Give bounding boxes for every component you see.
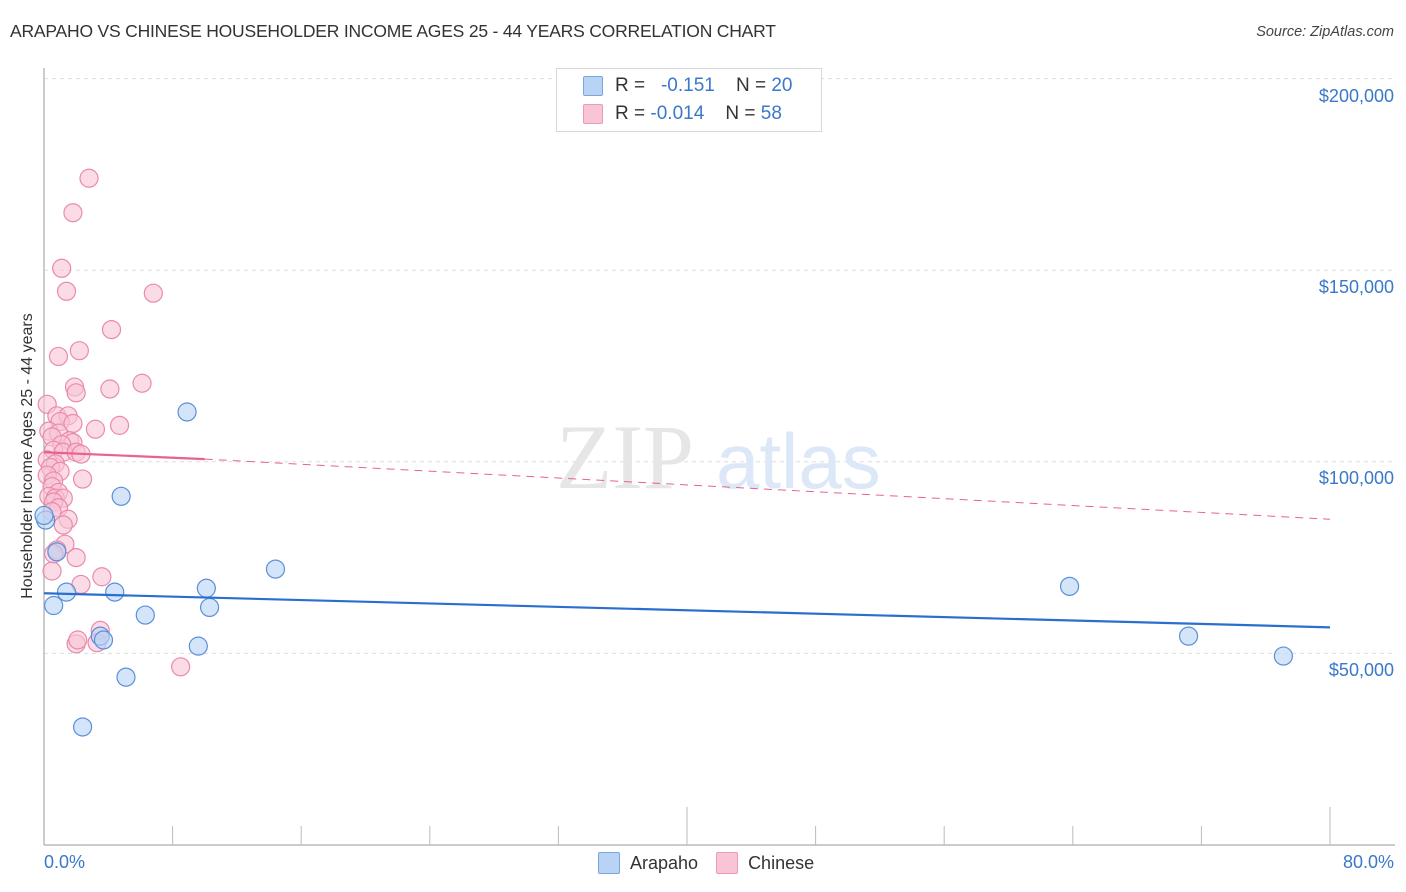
series-legend: Arapaho Chinese xyxy=(598,852,832,874)
y-tick-100000: $100,000 xyxy=(1318,468,1394,488)
chinese-trend-extension xyxy=(204,458,1331,520)
chinese-point xyxy=(109,415,130,435)
r-label: R = xyxy=(615,103,646,124)
chinese-point xyxy=(53,515,73,535)
arapaho-point xyxy=(56,582,77,602)
chinese-point xyxy=(56,281,77,301)
watermark-atlas: atlas xyxy=(716,417,881,505)
chinese-point xyxy=(69,341,89,361)
chinese-point xyxy=(143,283,163,303)
arapaho-point xyxy=(105,582,125,602)
chart-title: ARAPAHO VS CHINESE HOUSEHOLDER INCOME AG… xyxy=(10,21,776,41)
arapaho-swatch-icon xyxy=(598,852,620,874)
y-tick-150000: $150,000 xyxy=(1318,277,1394,297)
arapaho-point xyxy=(1273,646,1293,666)
chinese-point xyxy=(72,469,93,489)
arapaho-point xyxy=(44,595,64,616)
chinese-point xyxy=(42,561,62,581)
arapaho-point xyxy=(1059,576,1080,596)
x-tick-min: 0.0% xyxy=(44,852,86,872)
arapaho-point xyxy=(111,486,131,506)
chinese-point xyxy=(66,547,86,568)
legend-item-arapaho: Arapaho xyxy=(598,852,698,874)
arapaho-points xyxy=(34,402,1293,737)
chinese-point xyxy=(48,346,69,367)
legend-label-arapaho: Arapaho xyxy=(630,852,699,873)
watermark: ZIP atlas xyxy=(556,406,881,508)
trend-lines xyxy=(43,451,1331,629)
y-tick-50000: $50,000 xyxy=(1328,660,1394,680)
chinese-r-value: -0.014 xyxy=(650,103,705,124)
watermark-zip: ZIP xyxy=(556,406,694,508)
arapaho-point xyxy=(72,717,93,737)
chinese-point xyxy=(85,419,106,439)
legend-row-chinese: R = -0.014 N = 58 xyxy=(583,101,782,127)
chinese-swatch-icon xyxy=(583,104,603,124)
arapaho-point xyxy=(177,402,197,422)
chinese-trend-line xyxy=(43,451,205,461)
arapaho-point xyxy=(199,597,220,618)
arapaho-point xyxy=(93,630,114,650)
x-tick-max: 80.0% xyxy=(1342,852,1394,872)
legend-label-chinese: Chinese xyxy=(748,852,815,873)
arapaho-point xyxy=(34,505,54,526)
arapaho-trend-line xyxy=(43,592,1331,629)
chinese-point xyxy=(100,379,120,399)
arapaho-n-value: 20 xyxy=(771,75,793,96)
chinese-point xyxy=(68,630,88,650)
arapaho-r-value: -0.151 xyxy=(660,75,715,96)
legend-row-arapaho: R = -0.151 N = 20 xyxy=(583,73,792,99)
chinese-point xyxy=(92,567,112,587)
chinese-point xyxy=(52,258,72,278)
arapaho-point xyxy=(1178,626,1199,646)
arapaho-point xyxy=(47,542,67,562)
chinese-n-value: 58 xyxy=(760,103,782,124)
grid-lines xyxy=(44,78,1395,654)
legend-item-chinese: Chinese xyxy=(716,852,814,874)
chinese-point xyxy=(132,373,152,393)
n-label: N = xyxy=(735,75,767,96)
chinese-point xyxy=(66,383,86,403)
chinese-point xyxy=(79,168,99,188)
arapaho-point xyxy=(116,667,136,687)
arapaho-point xyxy=(196,578,216,598)
r-label: R = xyxy=(615,75,646,96)
arapaho-point xyxy=(135,605,155,625)
arapaho-point xyxy=(265,559,286,579)
y-axis-label: Householder Income Ages 25 - 44 years xyxy=(19,313,36,599)
source-credit: Source: ZipAtlas.com xyxy=(1256,24,1394,40)
chinese-swatch-icon xyxy=(716,852,739,874)
chinese-point xyxy=(63,203,83,223)
chinese-point xyxy=(101,319,122,340)
n-label: N = xyxy=(725,103,756,124)
y-tick-200000: $200,000 xyxy=(1318,86,1394,106)
chinese-point xyxy=(171,657,191,677)
arapaho-point xyxy=(188,636,208,656)
correlation-legend: R = -0.151 N = 20 R = -0.014 N = 58 xyxy=(556,68,822,132)
arapaho-swatch-icon xyxy=(583,76,603,96)
